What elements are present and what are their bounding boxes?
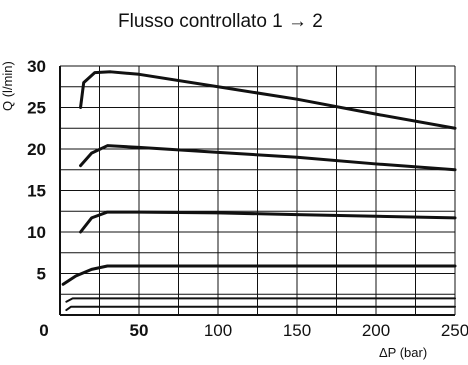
x-tick-label: 50	[130, 321, 149, 340]
x-tick-label: 150	[283, 321, 311, 340]
x-tick-label: 100	[204, 321, 232, 340]
series-line	[65, 305, 456, 312]
x-tick-label: 200	[362, 321, 390, 340]
y-tick-label: 30	[27, 57, 46, 76]
y-tick-label: 20	[27, 140, 46, 159]
x-tick-label: 0	[39, 321, 48, 340]
axis-layer: 5 10 15 20 25 30 0 50 100 150 200 250	[27, 57, 468, 340]
grid-layer	[59, 65, 456, 316]
series-line	[79, 144, 457, 172]
y-axis-label: Q (l/min)	[0, 61, 15, 111]
series-line	[65, 297, 456, 303]
y-tick-label: 15	[27, 182, 46, 201]
series-line	[61, 264, 457, 286]
y-tick-label: 5	[37, 265, 46, 284]
y-tick-label: 10	[27, 223, 46, 242]
series-line	[79, 70, 457, 130]
x-axis-label: ΔP (bar)	[379, 345, 427, 360]
series-layer	[61, 70, 457, 312]
chart-title: Flusso controllato 1 → 2	[118, 11, 323, 32]
series-line	[79, 210, 457, 234]
y-tick-label: 25	[27, 99, 46, 118]
x-tick-label: 250	[441, 321, 468, 340]
